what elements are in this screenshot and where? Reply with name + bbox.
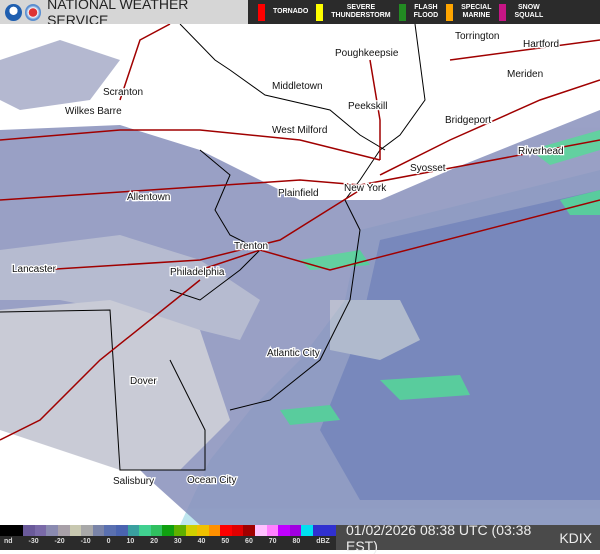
scale-tick: 70 (268, 538, 277, 545)
city-label: Atlantic City (267, 348, 320, 359)
scale-color (92, 525, 105, 536)
scale-tick: nd (4, 538, 13, 545)
radar-map[interactable]: Torrington Poughkeepsie Hartford Meriden Scr… (0, 24, 600, 525)
scale-color (301, 525, 314, 536)
city-label: Lancaster (12, 264, 57, 275)
city-label: Syosset (410, 163, 446, 174)
noaa-logo (5, 3, 22, 21)
scale-bar (0, 525, 337, 536)
header: NATIONAL WEATHER SERVICE TORNADO SEVERE T… (0, 0, 600, 28)
highways (0, 24, 600, 441)
scale-color (46, 525, 58, 536)
scale-color (324, 525, 337, 536)
city-label: Plainfield (278, 188, 319, 199)
scale-color (162, 525, 174, 536)
warning-label: TORNADO (273, 8, 309, 15)
scale-tick: 30 (173, 538, 182, 545)
timestamp: 01/02/2026 08:38 UTC (03:38 EST) (346, 521, 532, 554)
city-label: Scranton (103, 87, 143, 98)
city-label: Bridgeport (445, 115, 491, 126)
scale-color (231, 525, 244, 536)
scale-color (23, 525, 35, 536)
scale-color (173, 525, 186, 536)
scale-color (220, 525, 232, 536)
warning-label: SNOW SQUALL (514, 4, 544, 19)
scale-color (104, 525, 116, 536)
warning-label: SEVERE THUNDERSTORM (331, 4, 391, 19)
city-label: Ocean City (187, 475, 236, 486)
city-label: West Milford (272, 125, 327, 136)
scale-color (34, 525, 47, 536)
scale-tick: 40 (197, 538, 206, 545)
scale-tick: -10 (80, 538, 91, 545)
warning-swatch (398, 3, 406, 21)
scale-color (243, 525, 256, 536)
scale-tick: -30 (28, 538, 39, 545)
warning-special-marine: SPECIAL MARINE (446, 3, 495, 21)
state-borders (0, 24, 426, 471)
brand: NATIONAL WEATHER SERVICE (0, 0, 248, 28)
warning-swatch (446, 3, 454, 21)
scale-color (115, 525, 128, 536)
timestamp-bar: 01/02/2026 08:38 UTC (03:38 EST) KDIX (336, 522, 600, 554)
scale-ticks: nd -30 -20 -10 0 10 20 30 40 50 60 70 80 dBZ (0, 536, 336, 545)
warning-tornado: TORNADO (258, 3, 312, 21)
city-label: Philadelphia (170, 267, 225, 278)
scale-color (197, 525, 209, 536)
city-label: Hartford (523, 39, 559, 50)
scale-color (208, 525, 221, 536)
scale-tick: 50 (221, 538, 230, 545)
scale-tick: 60 (245, 538, 253, 545)
city-label: Dover (130, 376, 157, 387)
station-id: KDIX (559, 529, 592, 546)
warning-label: SPECIAL MARINE (461, 4, 492, 19)
scale-color (185, 525, 198, 536)
footer: nd -30 -20 -10 0 10 20 30 40 50 60 70 80 dBZ 01/02/20… (0, 522, 600, 554)
scale-tick: dBZ (316, 538, 330, 545)
reflectivity-scale: nd -30 -20 -10 0 10 20 30 40 50 60 70 80 dBZ (0, 525, 337, 550)
scale-color (69, 525, 82, 536)
scale-color (289, 525, 302, 536)
scale-color (11, 525, 24, 536)
scale-tick: 80 (292, 538, 301, 545)
city-label: Trenton (234, 241, 268, 252)
city-label: Riverhead (518, 146, 564, 157)
warning-label: FLASH FLOOD (413, 4, 439, 19)
scale-color (255, 525, 267, 536)
city-label: Poughkeepsie (335, 48, 399, 59)
city-label: Allentown (127, 192, 170, 203)
city-label: Wilkes Barre (65, 106, 122, 117)
city-label: Middletown (272, 81, 323, 92)
scale-color (150, 525, 163, 536)
city-label: Meriden (507, 69, 543, 80)
scale-color (81, 525, 93, 536)
scale-tick: -20 (54, 538, 65, 545)
city-labels: Torrington Poughkeepsie Hartford Meriden Scr… (11, 30, 565, 489)
scale-tick: 0 (106, 538, 111, 545)
scale-color (139, 525, 151, 536)
nws-logo (24, 3, 42, 21)
scale-color (278, 525, 290, 536)
scale-tick: 10 (126, 538, 135, 545)
warning-legend: TORNADO SEVERE THUNDERSTORM FLASH FLOOD SPE… (248, 0, 600, 24)
warning-swatch (499, 3, 507, 21)
city-label: Peekskill (348, 101, 387, 112)
scale-color (313, 525, 325, 536)
warning-flash-flood: FLASH FLOOD (398, 3, 443, 21)
scale-tick: 20 (150, 538, 158, 545)
city-label: New York (344, 183, 387, 194)
warning-swatch (258, 3, 265, 21)
city-label: Salisbury (113, 476, 154, 487)
scale-color (266, 525, 279, 536)
scale-color (0, 525, 12, 536)
scale-color (127, 525, 140, 536)
city-label: Torrington (455, 31, 499, 42)
warning-severe-thunderstorm: SEVERE THUNDERSTORM (316, 3, 394, 21)
scale-color (57, 525, 70, 536)
warning-snow-squall: SNOW SQUALL (499, 3, 547, 21)
warning-swatch (316, 3, 324, 21)
